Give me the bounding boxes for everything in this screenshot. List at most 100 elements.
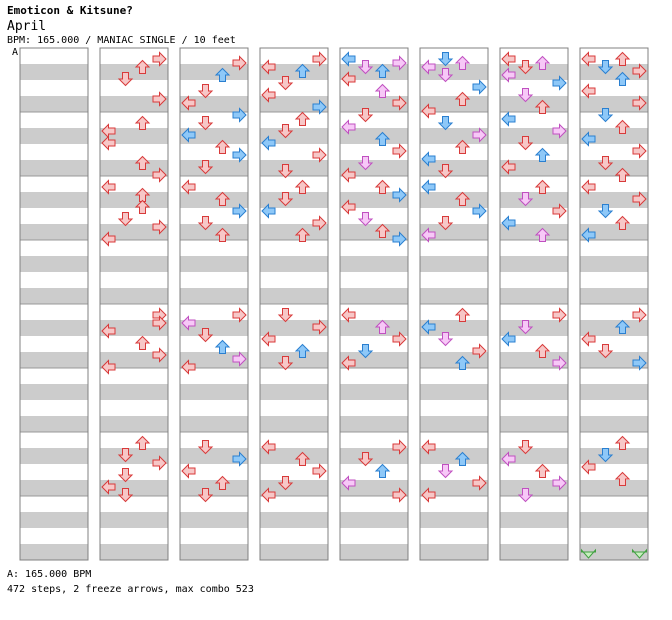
beat-stripe xyxy=(420,448,488,464)
beat-stripe xyxy=(20,224,88,240)
beat-stripe xyxy=(20,528,88,544)
beat-stripe xyxy=(340,416,408,432)
beat-stripe xyxy=(500,128,568,144)
up-arrow-icon xyxy=(534,179,551,194)
beat-stripe xyxy=(260,288,328,304)
down-arrow-icon xyxy=(597,156,614,171)
beat-stripe xyxy=(180,112,248,128)
beat-stripe xyxy=(100,224,168,240)
beat-stripe xyxy=(20,432,88,448)
beat-stripe xyxy=(340,160,408,176)
beat-stripe xyxy=(180,336,248,352)
beat-stripe xyxy=(180,400,248,416)
right-arrow-icon xyxy=(392,55,407,71)
beat-stripe xyxy=(20,208,88,224)
beat-stripe xyxy=(500,528,568,544)
beat-stripe xyxy=(180,64,248,80)
beat-stripe xyxy=(580,304,648,320)
beat-stripe xyxy=(420,112,488,128)
beat-stripe xyxy=(340,464,408,480)
beat-stripe xyxy=(500,304,568,320)
beat-stripe xyxy=(20,96,88,112)
left-arrow-icon xyxy=(181,315,196,331)
up-arrow-icon xyxy=(614,51,631,66)
left-arrow-icon xyxy=(501,67,516,83)
left-arrow-icon xyxy=(581,131,596,147)
beat-stripe xyxy=(340,96,408,112)
down-arrow-icon xyxy=(517,60,534,75)
chart-column-6 xyxy=(419,47,489,561)
beat-stripe xyxy=(500,240,568,256)
beat-stripe xyxy=(260,512,328,528)
beat-stripe xyxy=(340,272,408,288)
left-arrow-icon xyxy=(261,59,276,75)
beat-stripe xyxy=(260,320,328,336)
beat-stripe xyxy=(500,464,568,480)
up-arrow-icon xyxy=(614,319,631,334)
left-arrow-icon xyxy=(101,323,116,339)
beat-stripe xyxy=(20,352,88,368)
left-arrow-icon xyxy=(261,487,276,503)
beat-stripe xyxy=(500,496,568,512)
left-arrow-icon xyxy=(101,359,116,375)
beat-stripe xyxy=(100,352,168,368)
beat-stripe xyxy=(180,272,248,288)
right-arrow-icon xyxy=(632,143,647,159)
left-arrow-icon xyxy=(581,51,596,67)
beat-stripe xyxy=(580,320,648,336)
down-arrow-icon xyxy=(597,60,614,75)
up-arrow-icon xyxy=(134,59,151,74)
beat-stripe xyxy=(580,128,648,144)
up-arrow-icon xyxy=(534,147,551,162)
beat-stripe xyxy=(340,144,408,160)
beat-stripe xyxy=(100,400,168,416)
right-arrow-icon xyxy=(472,203,487,219)
beat-stripe xyxy=(580,432,648,448)
beat-stripe xyxy=(260,224,328,240)
up-arrow-icon xyxy=(454,307,471,322)
beat-stripe xyxy=(420,288,488,304)
beat-stripe xyxy=(260,464,328,480)
beat-stripe xyxy=(20,304,88,320)
up-arrow-icon xyxy=(374,463,391,478)
down-arrow-icon xyxy=(517,440,534,455)
beat-stripe xyxy=(500,256,568,272)
column-border xyxy=(259,47,329,561)
right-arrow-icon xyxy=(232,55,247,71)
beat-stripe xyxy=(500,432,568,448)
left-arrow-icon xyxy=(101,179,116,195)
up-arrow-icon xyxy=(454,451,471,466)
beat-stripe xyxy=(420,240,488,256)
beat-stripe xyxy=(500,64,568,80)
right-arrow-icon xyxy=(312,319,327,335)
left-arrow-icon xyxy=(261,135,276,151)
left-arrow-icon xyxy=(341,119,356,135)
down-arrow-icon xyxy=(277,356,294,371)
left-arrow-icon xyxy=(341,167,356,183)
beat-stripe xyxy=(420,272,488,288)
beat-stripe xyxy=(420,176,488,192)
down-arrow-icon xyxy=(277,308,294,323)
beat-stripe xyxy=(580,400,648,416)
left-arrow-icon xyxy=(421,439,436,455)
beat-stripe xyxy=(580,368,648,384)
down-arrow-icon xyxy=(357,60,374,75)
beat-stripe xyxy=(420,432,488,448)
left-arrow-icon xyxy=(581,83,596,99)
freeze-arrow-icon xyxy=(581,548,596,559)
beat-stripe xyxy=(100,48,168,64)
beat-stripe xyxy=(420,320,488,336)
right-arrow-icon xyxy=(552,203,567,219)
right-arrow-icon xyxy=(392,95,407,111)
beat-stripe xyxy=(500,224,568,240)
down-arrow-icon xyxy=(357,212,374,227)
beat-stripe xyxy=(180,240,248,256)
beat-stripe xyxy=(340,400,408,416)
right-arrow-icon xyxy=(392,143,407,159)
right-arrow-icon xyxy=(152,91,167,107)
beat-stripe xyxy=(500,512,568,528)
beat-stripe xyxy=(500,272,568,288)
down-arrow-icon xyxy=(437,332,454,347)
beat-stripe xyxy=(500,96,568,112)
right-arrow-icon xyxy=(232,203,247,219)
